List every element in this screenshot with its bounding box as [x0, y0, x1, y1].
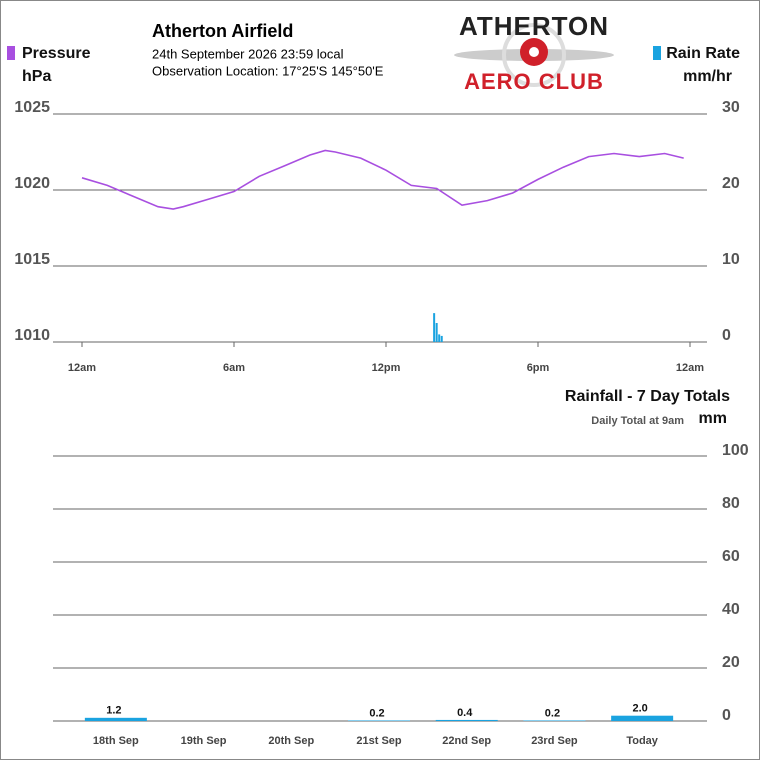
- x-tick-label: Today: [626, 735, 658, 747]
- spinner: [529, 47, 539, 57]
- value-label: 0.4: [457, 707, 473, 719]
- x-tick-label: 19th Sep: [181, 735, 227, 747]
- pressure-line: [81, 149, 684, 210]
- x-tick-label: 18th Sep: [93, 735, 139, 747]
- bar: [348, 720, 410, 721]
- y-axis-label: hPa: [22, 68, 51, 85]
- chart-subtitle: Daily Total at 9am: [591, 415, 684, 427]
- title: Atherton Airfield: [152, 21, 293, 41]
- x-tick-label: 12pm: [372, 362, 401, 374]
- y2-tick-label: 20: [722, 175, 740, 192]
- y-tick-label: 40: [722, 601, 740, 618]
- y-tick-label: 0: [722, 707, 731, 724]
- legend-swatch: [7, 46, 15, 60]
- rain-bar: [435, 323, 438, 342]
- x-tick-label: 21st Sep: [356, 735, 402, 747]
- logo-top: ATHERTON: [459, 11, 609, 41]
- y-tick-label: 1015: [14, 251, 50, 268]
- bar: [611, 715, 674, 721]
- value-label: 0.2: [545, 707, 560, 719]
- rain-bar: [440, 335, 443, 342]
- x-tick-label: 23rd Sep: [531, 735, 578, 747]
- x-tick-label: 6pm: [527, 362, 550, 374]
- x-tick-label: 12am: [68, 362, 96, 374]
- y-tick-label: 100: [722, 442, 749, 459]
- bar: [435, 719, 498, 721]
- y2-tick-label: 0: [722, 327, 731, 344]
- x-tick-label: 6am: [223, 362, 245, 374]
- date: 24th September 2026 23:59 local: [152, 46, 344, 61]
- ring: [502, 23, 566, 87]
- y-tick-label: 1010: [14, 327, 50, 344]
- x-tick-label: 20th Sep: [268, 735, 314, 747]
- rain-bar: [433, 313, 436, 342]
- x-tick-label: 22nd Sep: [442, 735, 491, 747]
- y-tick-label: 60: [722, 548, 740, 565]
- y2-tick-label: 10: [722, 251, 740, 268]
- legend-label: Pressure: [22, 45, 91, 62]
- value-label: 1.2: [106, 705, 121, 717]
- chart-title: Rainfall - 7 Day Totals: [565, 388, 730, 405]
- y2-axis-label: mm/hr: [683, 68, 732, 85]
- logo-bottom: AERO CLUB: [464, 69, 604, 94]
- x-tick-label: 12am: [676, 362, 704, 374]
- bar: [84, 717, 147, 721]
- value-label: 2.0: [632, 703, 647, 715]
- value-label: 0.2: [369, 707, 384, 719]
- y2-tick-label: 30: [722, 99, 740, 116]
- y-tick-label: 1020: [14, 175, 50, 192]
- legend-label: Rain Rate: [666, 45, 740, 62]
- legend-swatch: [653, 46, 661, 60]
- rain-bar: [438, 334, 441, 342]
- y-axis-label: mm: [699, 410, 727, 427]
- y-tick-label: 80: [722, 495, 740, 512]
- bar: [523, 720, 586, 721]
- y-tick-label: 20: [722, 654, 740, 671]
- location: Observation Location: 17°25'S 145°50'E: [152, 63, 384, 78]
- logo: ATHERTON AERO CLUB: [454, 11, 614, 94]
- y-tick-label: 1025: [14, 99, 50, 116]
